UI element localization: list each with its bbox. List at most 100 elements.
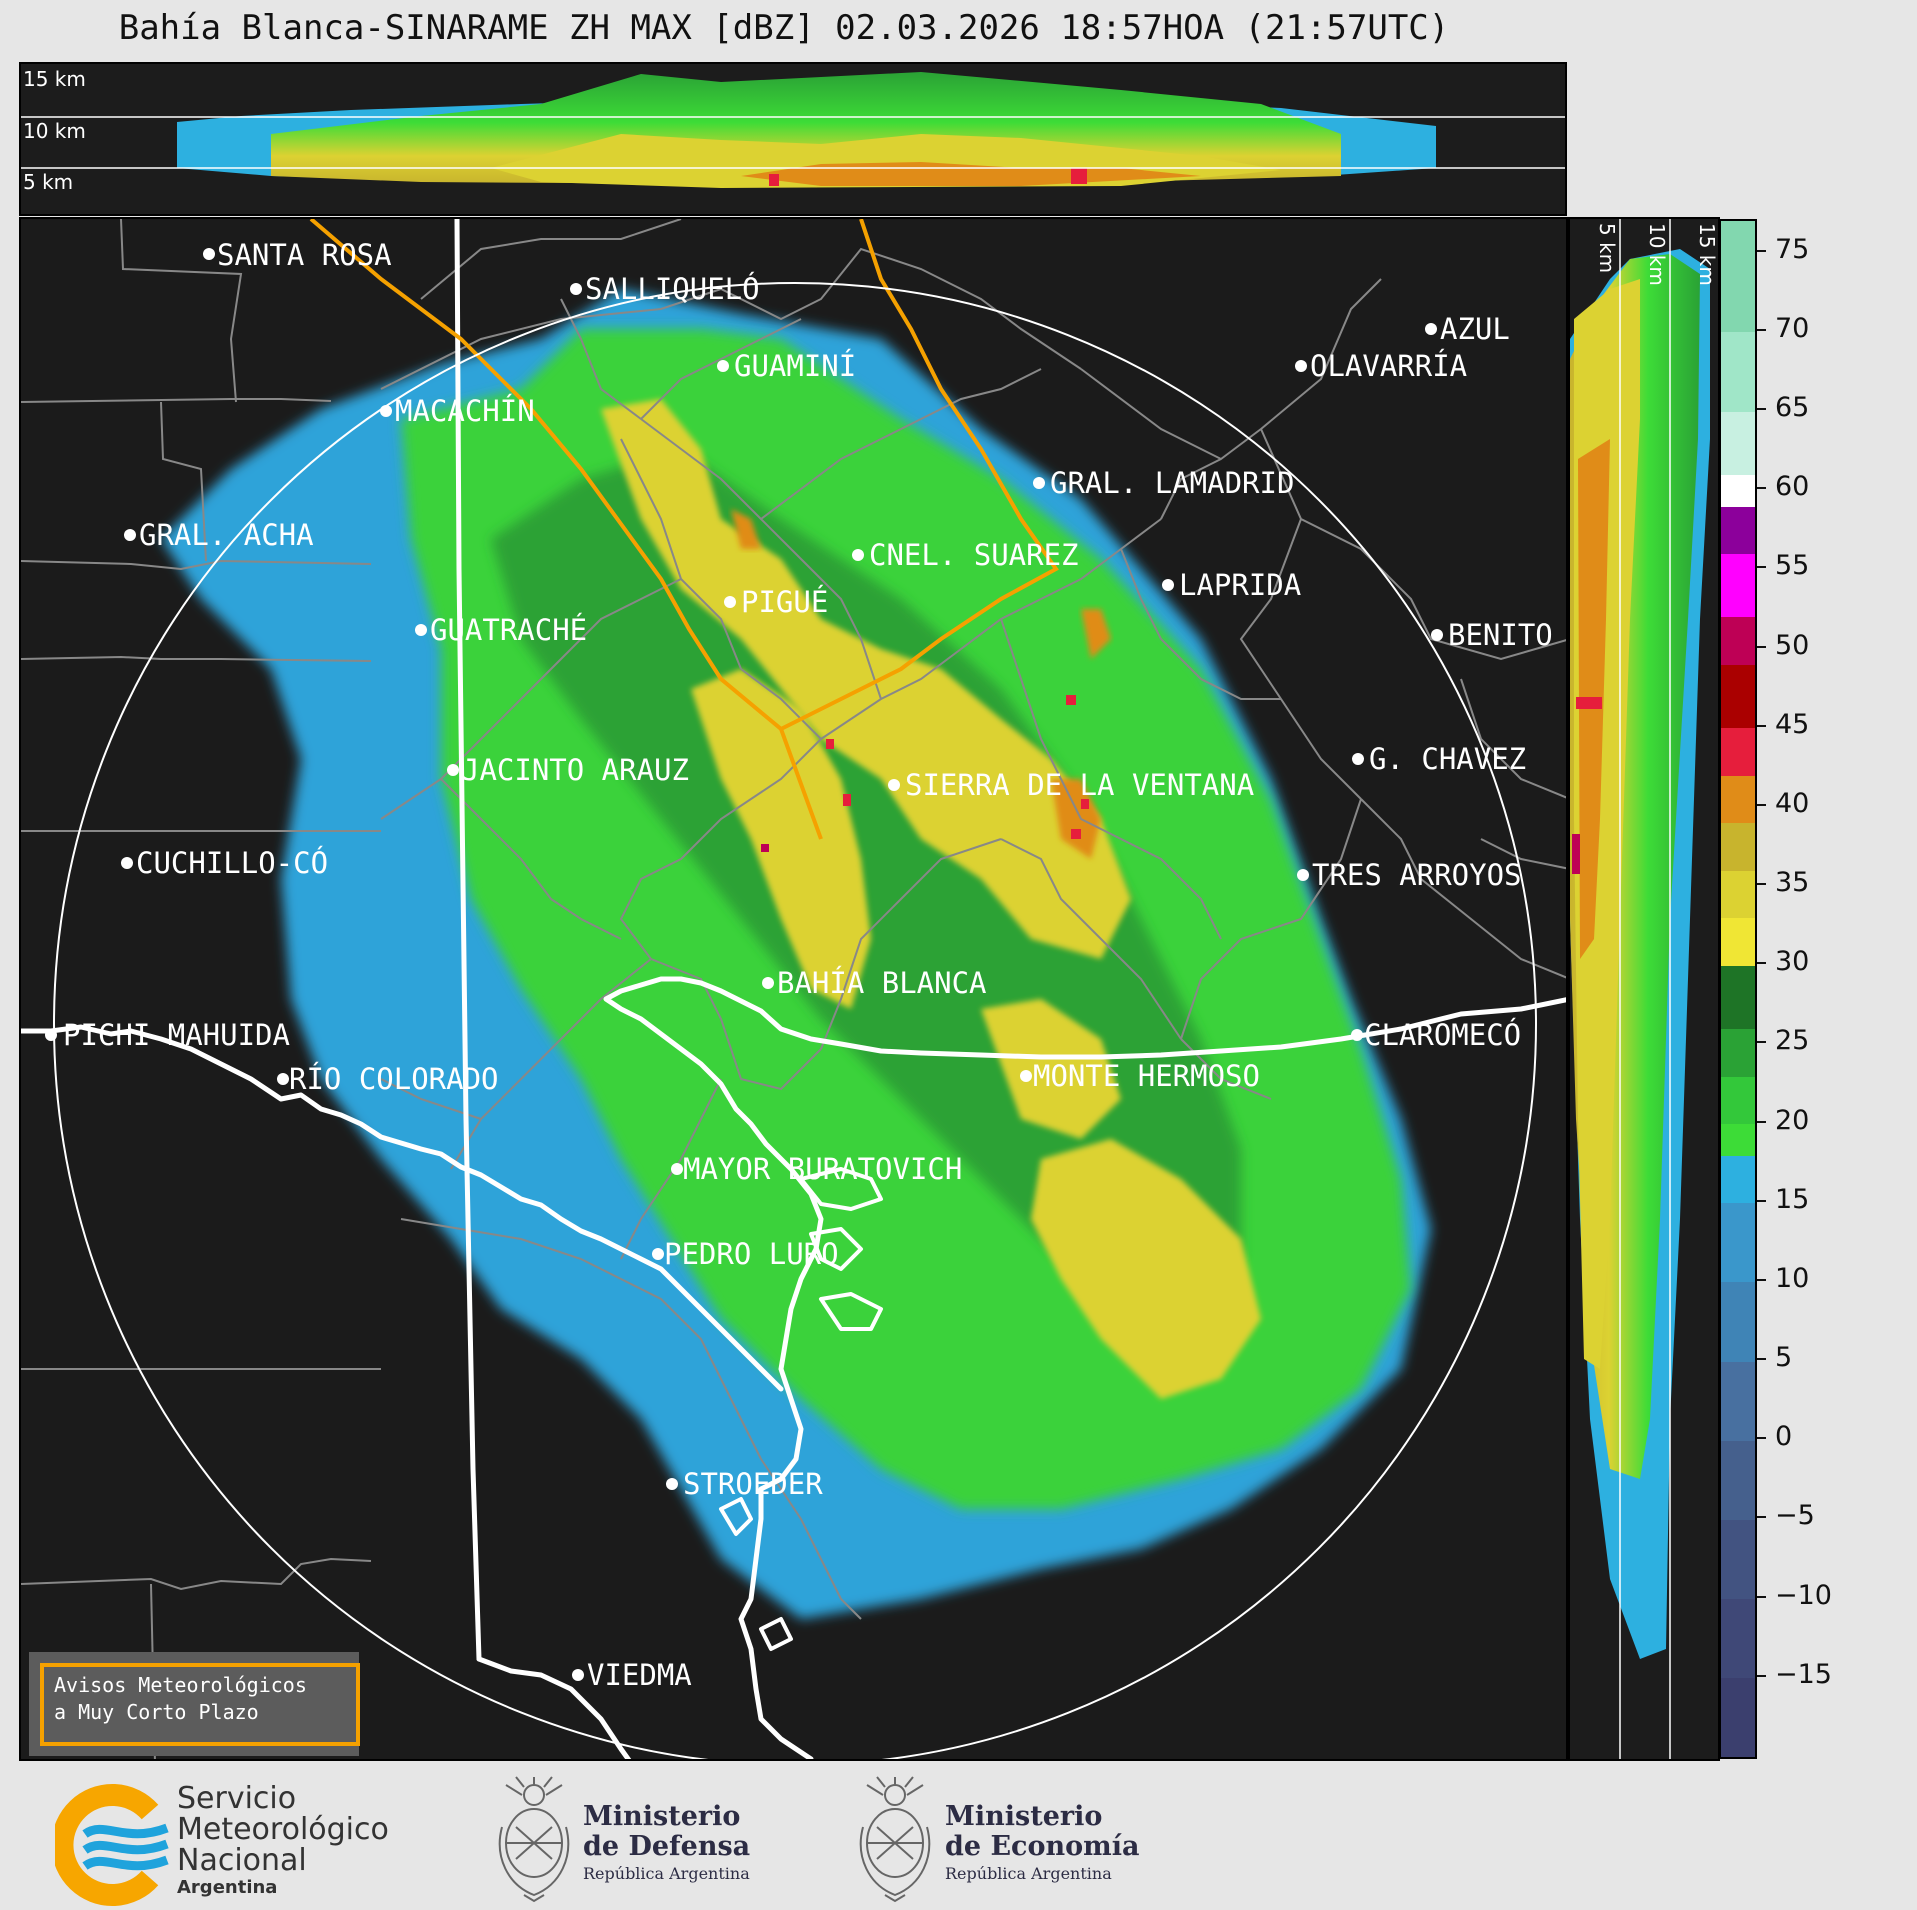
colorbar-ticks: 75 70 65 60 55 50 45 40 35 30 25 20 15 10 5 0 −5 −10 −15 <box>1757 219 1877 1759</box>
colorbar-segment <box>1721 1202 1755 1283</box>
colorbar-segment <box>1721 616 1755 665</box>
city-dot <box>724 596 736 608</box>
colorbar-segment <box>1721 775 1755 824</box>
echo-yellow <box>981 999 1121 1139</box>
la-pampa-meridian <box>454 219 482 1662</box>
colorbar-tick-label: −15 <box>1775 1658 1832 1690</box>
city-dot <box>717 360 729 372</box>
smn-line4: Argentina <box>177 1877 278 1898</box>
colorbar-segment <box>1721 727 1755 776</box>
echo-yellow <box>691 669 871 1009</box>
echo-core <box>761 844 769 852</box>
colorbar-tick-label: 45 <box>1775 708 1810 740</box>
city-dot <box>1295 360 1307 372</box>
city-label: SALLIQUELÓ <box>585 272 760 306</box>
echo-yellow <box>1031 1139 1261 1399</box>
echo-orange <box>731 509 761 549</box>
colorbar-segment <box>1721 1281 1755 1362</box>
echo-orange <box>1081 609 1111 659</box>
defensa-line3: República Argentina <box>583 1864 750 1883</box>
smn-blue-wave <box>82 1855 169 1871</box>
echo-core <box>843 794 851 806</box>
city-label: CNEL. SUAREZ <box>869 538 1079 572</box>
colorbar-segment <box>1721 965 1755 1030</box>
city-label: OLAVARRÍA <box>1310 349 1467 383</box>
echo-side-core <box>1572 834 1580 874</box>
warning-line2: a Muy Corto Plazo <box>54 1700 259 1724</box>
economia-line2: de Economía <box>945 1831 1140 1862</box>
colorbar-segment <box>1721 1677 1755 1757</box>
defensa-wordmark: Ministerio de Defensa República Argentin… <box>583 1802 750 1886</box>
echo-yellow <box>601 399 1131 959</box>
city-label: G. CHAVEZ <box>1369 742 1526 776</box>
colorbar-tick-label: 65 <box>1775 392 1810 424</box>
city-label: MONTE HERMOSO <box>1033 1059 1260 1093</box>
argentina-shield-icon <box>859 1776 931 1903</box>
city-label: AZUL <box>1440 312 1510 346</box>
city-dot <box>762 977 774 989</box>
city-label: CLAROMECÓ <box>1364 1018 1521 1052</box>
echo-core <box>826 739 834 749</box>
colorbar-segment <box>1721 870 1755 919</box>
echo-side-core <box>1576 697 1602 709</box>
alt-label-10km: 10 km <box>23 119 86 143</box>
smn-line1: Servicio <box>177 1781 297 1816</box>
colorbar-segment <box>1721 1598 1755 1679</box>
city-dot <box>447 764 459 776</box>
estuary-islands <box>719 1497 753 1536</box>
colorbar-segment <box>1721 1028 1755 1077</box>
estuary-islands <box>819 1292 883 1331</box>
city-label: PEDRO LURO <box>664 1237 839 1271</box>
warning-box[interactable]: Avisos Meteorológicos a Muy Corto Plazo <box>29 1652 360 1756</box>
economia-wordmark: Ministerio de Economía República Argenti… <box>945 1802 1139 1886</box>
rio-negro-boundary <box>476 1656 632 1759</box>
smn-line2: Meteorológico <box>177 1812 389 1847</box>
estuary-islands <box>799 1167 883 1211</box>
smn-logo <box>55 1784 169 1906</box>
colorbar-tick-label: −10 <box>1775 1579 1832 1611</box>
warning-polygons <box>309 219 1059 840</box>
city-label: JACINTO ARAUZ <box>462 753 689 787</box>
echo-top-core <box>1071 168 1087 184</box>
city-label: SANTA ROSA <box>217 238 392 272</box>
radar-map[interactable]: SANTA ROSA SALLIQUELÓ AZUL OLAVARRÍA GUAMINÍ… <box>19 217 1568 1761</box>
top-cross-section: 15 km 10 km 5 km <box>19 62 1567 216</box>
colorbar-segment <box>1721 331 1755 412</box>
colorbar-tick-label: 40 <box>1775 787 1810 819</box>
economia-line1: Ministerio <box>945 1801 1103 1832</box>
colorbar-segment <box>1721 411 1755 475</box>
smn-blue-wave <box>82 1823 169 1839</box>
colorbar-segment <box>1721 221 1755 333</box>
colorbar-tick-label: 10 <box>1775 1262 1810 1294</box>
city-label: CUCHILLO-CÓ <box>136 846 328 880</box>
colorbar-tick-label: 75 <box>1775 233 1810 265</box>
colorbar-segment <box>1721 1155 1755 1204</box>
city-label: GRAL. LAMADRID <box>1050 466 1294 500</box>
city-dot <box>888 779 900 791</box>
city-label: PICHI MAHUIDA <box>63 1018 290 1052</box>
range-ring <box>53 282 1537 1759</box>
city-dot <box>45 1029 57 1041</box>
colorbar-segment <box>1721 664 1755 729</box>
city-label: STROEDER <box>683 1467 823 1501</box>
city-dot <box>380 405 392 417</box>
city-label: MAYOR BURATOVICH <box>683 1152 962 1186</box>
city-dot <box>570 283 582 295</box>
page-title: Bahía Blanca-SINARAME ZH MAX [dBZ] 02.03… <box>118 8 1450 48</box>
city-label: TRES ARROYOS <box>1312 858 1522 892</box>
colorbar-segment <box>1721 1440 1755 1520</box>
city-label: GUATRACHÉ <box>430 613 587 647</box>
estuary-islands <box>809 1227 863 1271</box>
city-label: PIGUÉ <box>741 585 828 619</box>
echo-core <box>1066 695 1076 705</box>
city-label: GRAL. ACHA <box>139 518 314 552</box>
smn-line3: Nacional <box>177 1843 307 1878</box>
colorbar-tick-label: 0 <box>1775 1421 1793 1453</box>
city-label: VIEDMA <box>587 1658 692 1692</box>
colorbar-tick-label: 55 <box>1775 550 1810 582</box>
defensa-line2: de Defensa <box>583 1831 751 1862</box>
city-dot <box>1351 1029 1363 1041</box>
city-dot <box>652 1248 664 1260</box>
smn-wordmark: Servicio Meteorológico Nacional Argentin… <box>177 1783 389 1900</box>
